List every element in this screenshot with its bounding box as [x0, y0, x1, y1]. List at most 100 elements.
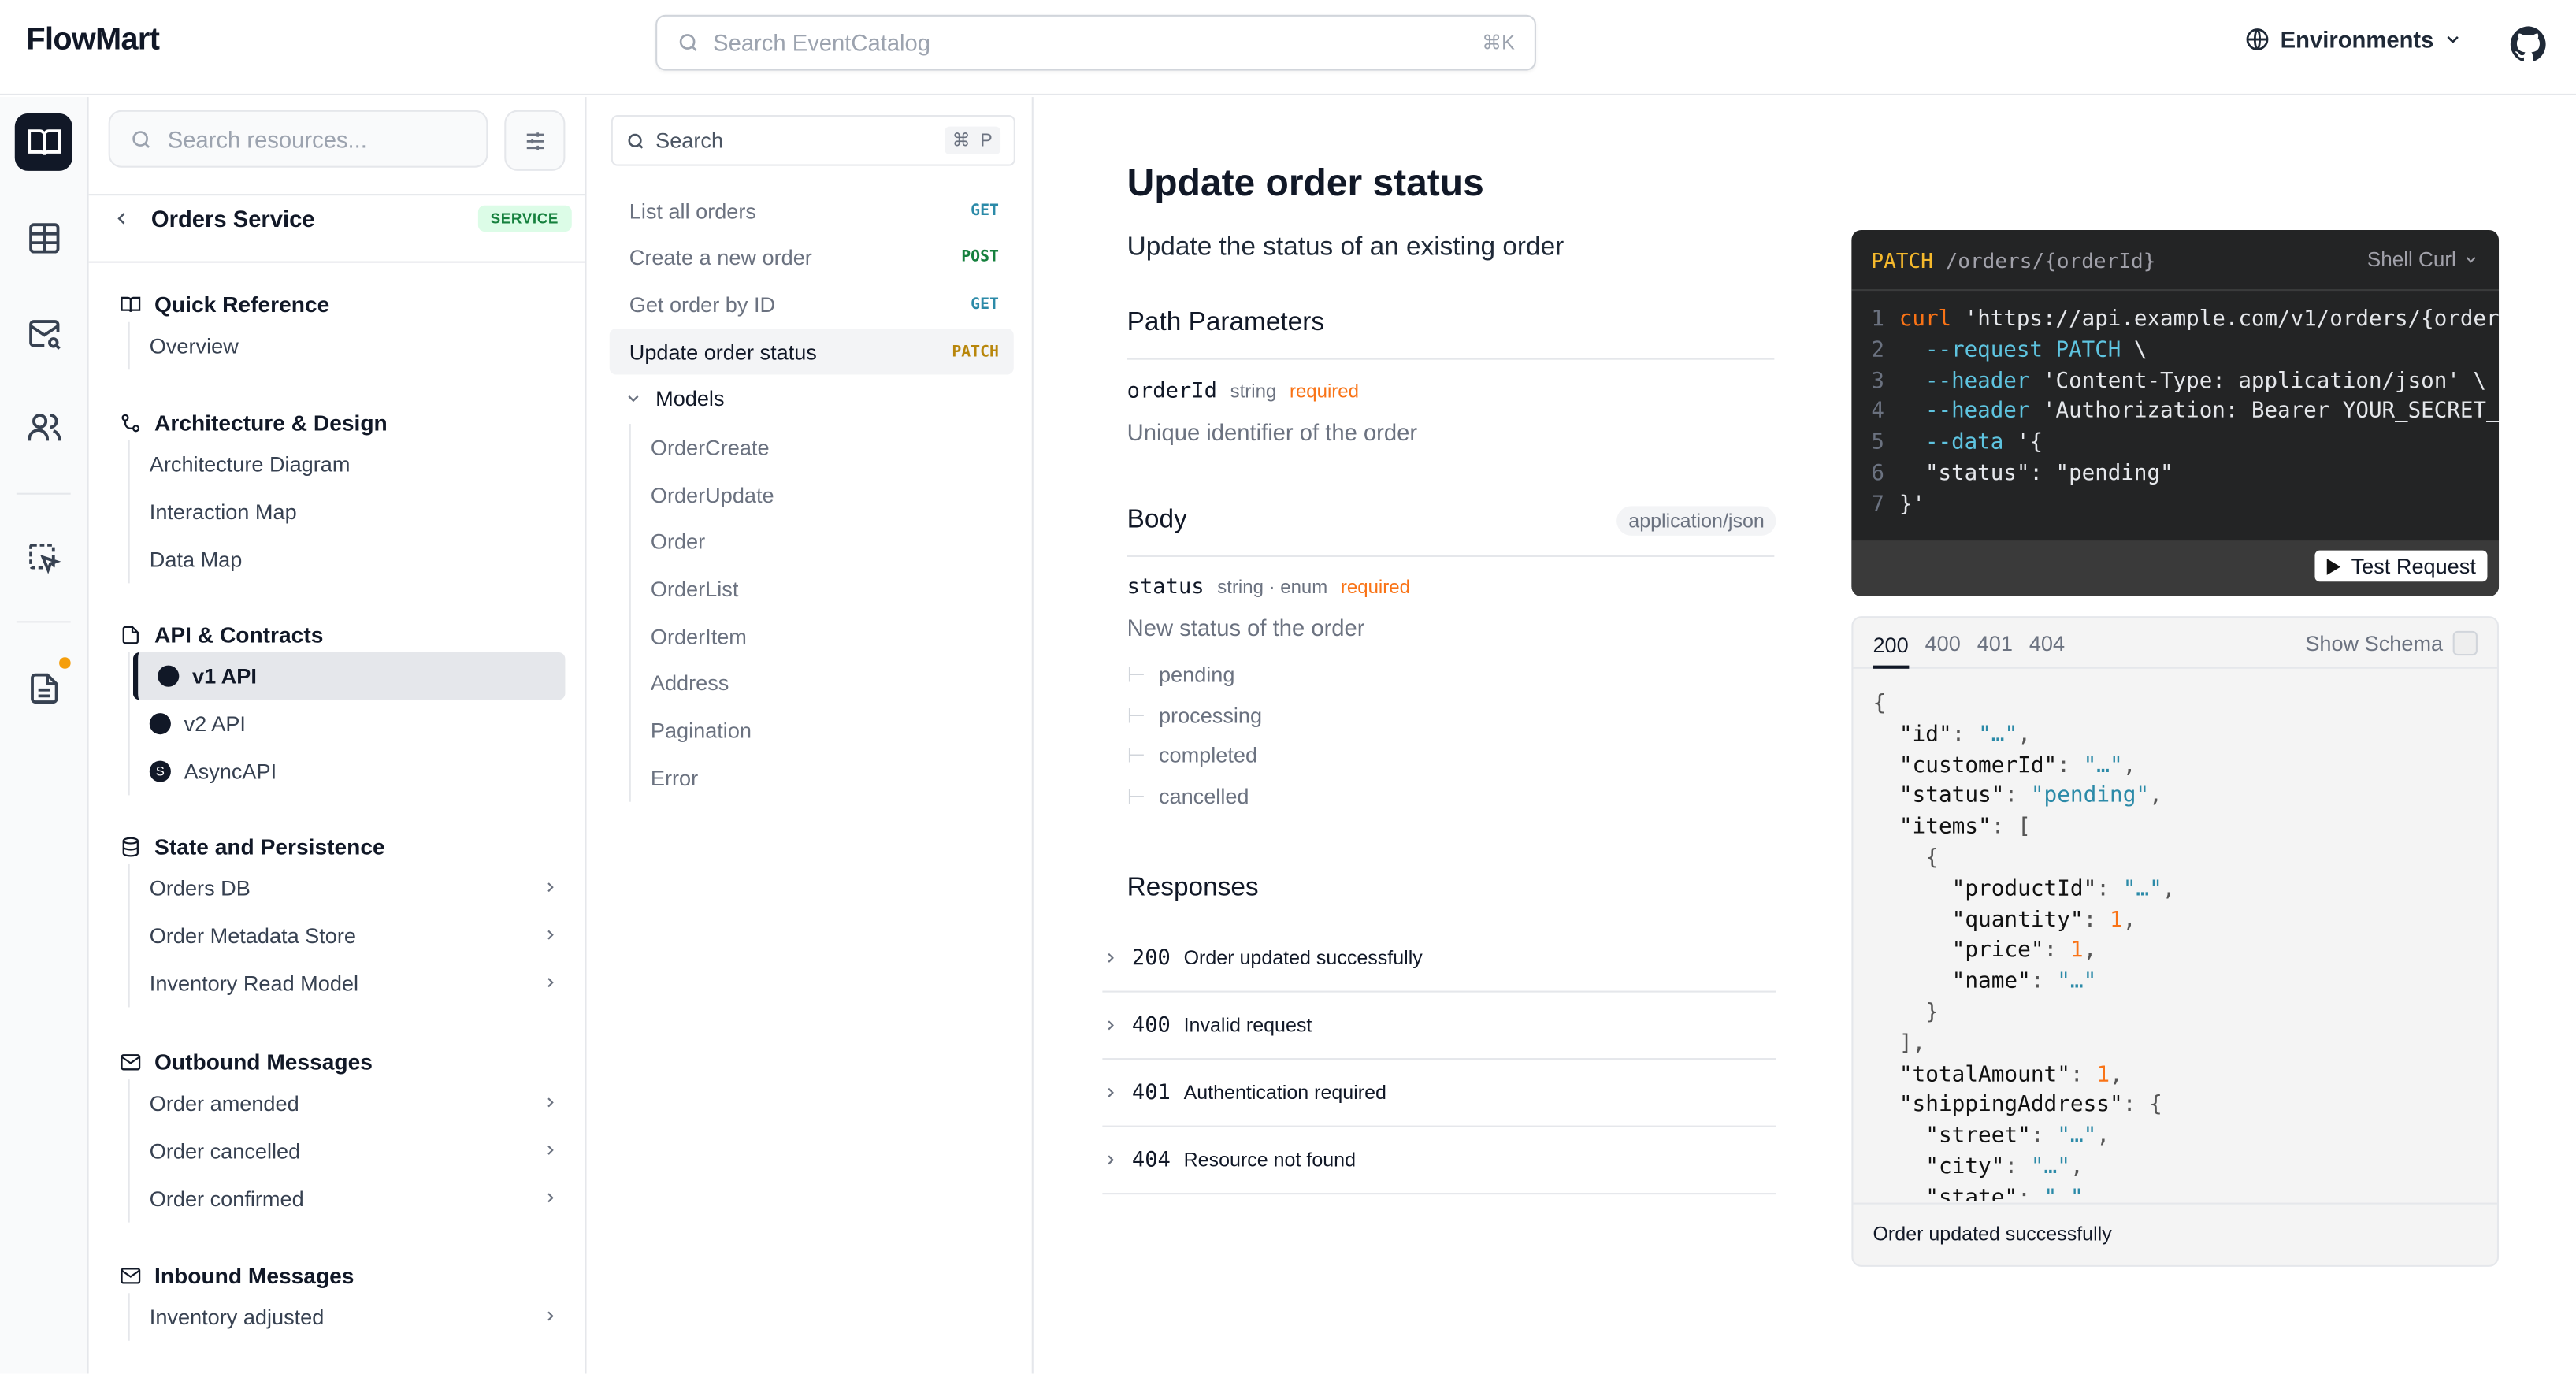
sidebar-item[interactable]: Architecture Diagram — [130, 440, 566, 488]
sidebar-item[interactable]: Data Map — [130, 536, 566, 583]
json-token: "quantity" — [1873, 908, 2084, 933]
section-outbound-messages: Outbound Messages — [120, 1050, 373, 1075]
json-line: "customerId": "…", — [1873, 752, 2496, 782]
sidebar-item[interactable]: Orders DB — [130, 864, 566, 912]
json-token: , — [2149, 784, 2162, 809]
test-request-button[interactable]: Test Request — [2314, 550, 2488, 582]
chevron-right-icon — [542, 971, 559, 996]
page-description: Update the status of an existing order — [1127, 233, 1565, 262]
show-schema-checkbox[interactable] — [2452, 629, 2478, 655]
operation-item[interactable]: List all orders GET — [610, 188, 1014, 233]
json-token: "street" — [1873, 1123, 2031, 1149]
json-token: : { — [2122, 1093, 2162, 1118]
json-token: , — [2069, 1155, 2084, 1180]
json-token: "…" — [1978, 722, 2018, 748]
json-token: : — [1951, 722, 1979, 748]
chevron-right-icon — [1108, 1020, 1114, 1030]
response-tab-400[interactable]: 400 — [1925, 629, 1961, 655]
api-search-input[interactable]: Search ⌘ P — [611, 114, 1015, 166]
mail-search-icon[interactable] — [15, 304, 72, 362]
model-item[interactable]: OrderList — [650, 576, 739, 602]
response-row[interactable]: 400 Invalid request — [1102, 993, 1776, 1060]
model-item[interactable]: Pagination — [650, 718, 752, 743]
json-token: : — [2004, 1155, 2031, 1180]
line-number: 1 — [1871, 306, 1884, 332]
response-tab-404[interactable]: 404 — [2029, 629, 2066, 655]
response-tab-200[interactable]: 200 — [1873, 618, 1909, 668]
section-state-and-persistence: State and Persistence — [120, 834, 385, 860]
code-token: 'Authorization: Bearer YOUR_SECRET_TOKEN… — [2042, 399, 2500, 425]
service-header[interactable]: Orders Service SERVICE — [112, 205, 572, 232]
sidebar-item[interactable]: Order confirmed — [130, 1175, 566, 1222]
chevron-right-icon — [542, 1138, 559, 1163]
model-item[interactable]: OrderItem — [650, 623, 747, 648]
page-title: Update order status — [1127, 161, 1484, 204]
json-token: : — [2069, 1062, 2097, 1087]
users-icon[interactable] — [15, 398, 72, 455]
sidebar-item[interactable]: Inventory adjusted — [130, 1293, 566, 1340]
json-token: : — [2043, 938, 2070, 964]
sidebar-item[interactable]: Overview — [130, 322, 566, 369]
environments-label: Environments — [2280, 26, 2434, 53]
sidebar-item[interactable]: S AsyncAPI — [130, 748, 566, 795]
section-title: API & Contracts — [154, 622, 324, 648]
mail-icon — [121, 1268, 141, 1284]
github-icon[interactable] — [2509, 24, 2548, 64]
cursor-select-icon[interactable] — [15, 529, 72, 587]
notification-badge — [55, 654, 74, 672]
book-icon[interactable] — [14, 113, 72, 171]
sidebar-item-label: AsyncAPI — [184, 759, 277, 784]
response-label: Order updated successfully — [1183, 946, 1423, 970]
sidebar-item[interactable]: Order amended — [130, 1079, 566, 1127]
filter-button[interactable] — [504, 110, 566, 171]
show-schema-toggle[interactable]: Show Schema — [2305, 629, 2478, 655]
response-label: Invalid request — [1183, 1013, 1312, 1037]
body-field-description: New status of the order — [1127, 614, 1365, 641]
operation-item[interactable]: Get order by ID GET — [610, 282, 1014, 328]
json-token: , — [2096, 1123, 2110, 1149]
section-architecture-design: Architecture & Design — [120, 410, 388, 436]
section-items: v1 API v2 API S AsyncAPI — [128, 652, 566, 796]
document-icon[interactable] — [15, 654, 74, 716]
sidebar-item[interactable]: Interaction Map — [130, 488, 566, 535]
model-item[interactable]: Address — [650, 670, 729, 696]
search-icon — [132, 130, 150, 147]
models-toggle[interactable]: Models — [624, 386, 725, 410]
section-title: Inbound Messages — [154, 1263, 354, 1289]
operation-item[interactable]: Update order status PATCH — [609, 329, 1014, 376]
model-item[interactable]: Error — [650, 765, 699, 790]
sidebar-item[interactable]: Order Metadata Store — [130, 912, 566, 959]
global-search-input[interactable]: Search EventCatalog ⌘K — [655, 14, 1536, 71]
response-row[interactable]: 404 Resource not found — [1102, 1127, 1776, 1195]
body-heading: Body — [1127, 506, 1187, 534]
json-token: "…" — [2057, 1123, 2097, 1149]
json-token: 1 — [2069, 938, 2084, 964]
model-item[interactable]: OrderCreate — [650, 435, 770, 460]
response-row[interactable]: 200 Order updated successfully — [1102, 925, 1776, 993]
chevron-right-icon — [1108, 953, 1114, 963]
table-icon[interactable] — [15, 209, 72, 266]
json-token: "shippingAddress" — [1873, 1093, 2123, 1118]
sidebar-item[interactable]: Order cancelled — [130, 1127, 566, 1175]
section-items: Inventory adjusted — [128, 1293, 566, 1341]
json-token: "state" — [1873, 1186, 2018, 1201]
json-token: : — [2017, 1186, 2044, 1201]
file-code-icon — [122, 626, 139, 644]
model-item[interactable]: OrderUpdate — [650, 482, 774, 507]
chevron-left-icon[interactable] — [112, 209, 132, 228]
sidebar-item[interactable]: Inventory Read Model — [130, 960, 566, 1007]
resource-search-input[interactable]: Search resources... — [108, 110, 488, 168]
code-token: '{ — [2003, 430, 2043, 456]
chevron-right-icon — [542, 1305, 559, 1329]
sidebar-item[interactable]: v1 API — [132, 652, 566, 700]
play-icon — [2327, 558, 2341, 574]
response-row[interactable]: 401 Authentication required — [1102, 1060, 1776, 1127]
logo[interactable]: FlowMart — [26, 23, 160, 58]
operation-item[interactable]: Create a new order POST — [610, 235, 1014, 280]
language-dropdown[interactable]: Shell Curl — [2367, 248, 2479, 271]
model-item[interactable]: Order — [650, 529, 706, 555]
environments-dropdown[interactable]: Environments — [2244, 26, 2463, 53]
sidebar-item-label: Interaction Map — [149, 499, 297, 525]
sidebar-item[interactable]: v2 API — [130, 700, 566, 747]
response-tab-401[interactable]: 401 — [1977, 629, 2013, 655]
